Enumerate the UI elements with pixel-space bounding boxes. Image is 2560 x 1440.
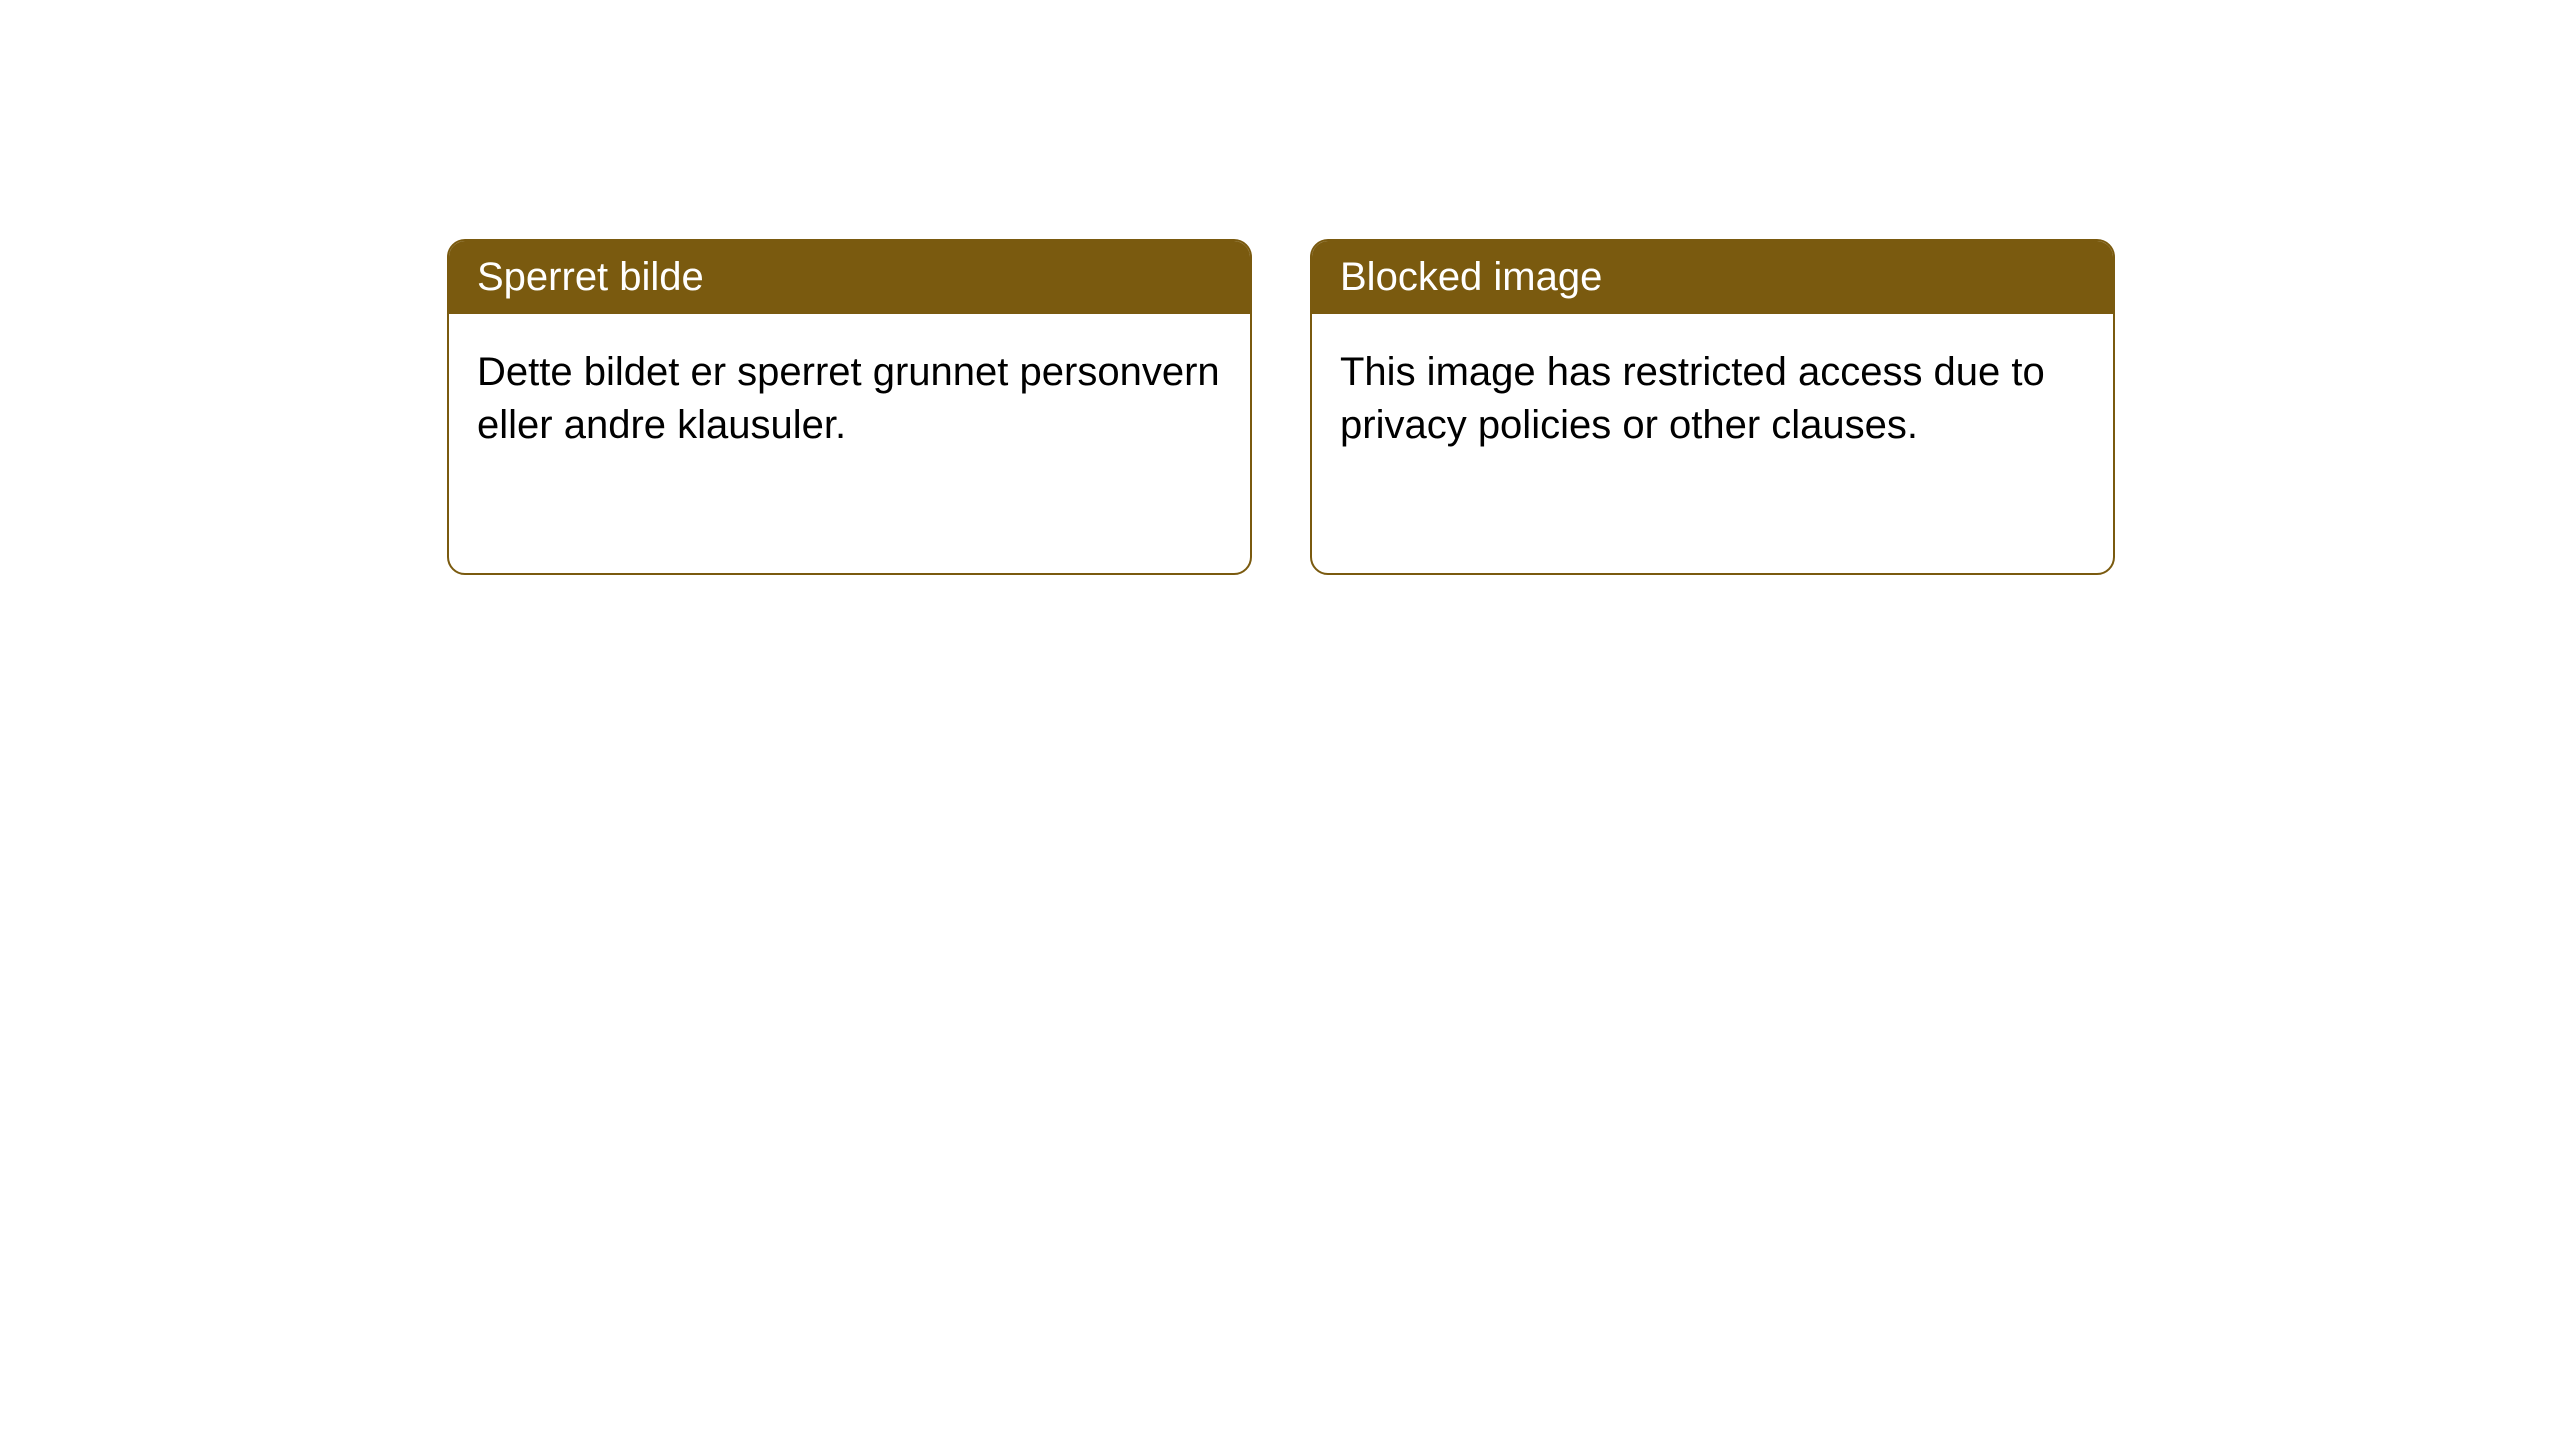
- notice-container: Sperret bilde Dette bildet er sperret gr…: [447, 239, 2115, 575]
- notice-card-norwegian: Sperret bilde Dette bildet er sperret gr…: [447, 239, 1252, 575]
- notice-text: This image has restricted access due to …: [1340, 350, 2045, 447]
- notice-text: Dette bildet er sperret grunnet personve…: [477, 350, 1220, 447]
- notice-title: Blocked image: [1340, 255, 1602, 299]
- notice-header: Blocked image: [1312, 241, 2113, 314]
- notice-body: This image has restricted access due to …: [1312, 314, 2113, 484]
- notice-header: Sperret bilde: [449, 241, 1250, 314]
- notice-card-english: Blocked image This image has restricted …: [1310, 239, 2115, 575]
- notice-title: Sperret bilde: [477, 255, 704, 299]
- notice-body: Dette bildet er sperret grunnet personve…: [449, 314, 1250, 484]
